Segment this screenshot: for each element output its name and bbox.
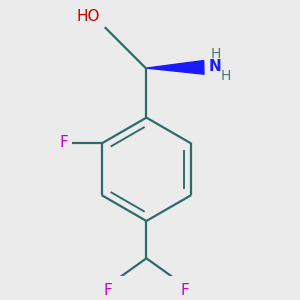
Text: H: H (211, 47, 221, 61)
Text: N: N (208, 59, 221, 74)
Text: H: H (221, 69, 231, 83)
Polygon shape (146, 61, 204, 74)
Text: F: F (180, 284, 189, 298)
Text: HO: HO (76, 9, 100, 24)
Text: F: F (104, 284, 113, 298)
Text: F: F (59, 134, 68, 149)
